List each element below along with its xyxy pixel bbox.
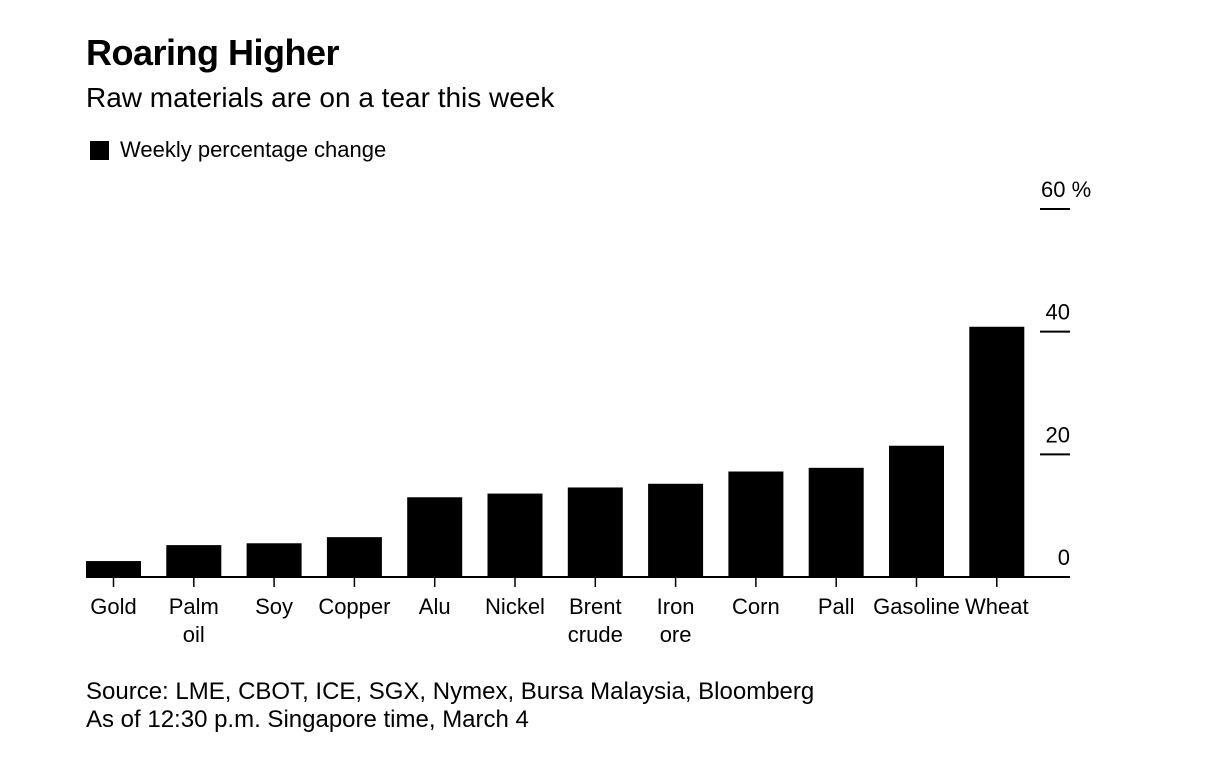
bar [808, 467, 864, 577]
bar [166, 545, 222, 577]
x-tick-label: Palm oil [169, 594, 219, 647]
bar [407, 497, 463, 577]
source-note: Source: LME, CBOT, ICE, SGX, Nymex, Burs… [86, 678, 814, 734]
bar [648, 483, 704, 577]
source-line: Source: LME, CBOT, ICE, SGX, Nymex, Burs… [86, 678, 815, 705]
bar [969, 326, 1025, 577]
x-tick-label: Corn [732, 594, 780, 619]
x-tick-label: Brent crude [568, 594, 623, 647]
timestamp-line: As of 12:30 p.m. Singapore time, March 4 [86, 706, 529, 733]
bar [487, 493, 543, 577]
legend: Weekly percentage change [90, 137, 386, 163]
x-tick-label: Pall [818, 594, 855, 619]
x-tick-label: Gold [90, 594, 136, 619]
bar [86, 561, 141, 577]
x-tick-label: Copper [318, 594, 390, 619]
bar [889, 445, 944, 577]
y-tick-label: 60 % [1041, 177, 1091, 202]
x-tick-label: Iron ore [657, 594, 695, 647]
y-tick-label: 40 [1046, 300, 1070, 325]
chart-subtitle: Raw materials are on a tear this week [86, 82, 555, 113]
bar [246, 543, 302, 577]
y-tick-label: 20 [1046, 422, 1070, 447]
x-tick-label: Alu [419, 594, 451, 619]
x-tick-label: Soy [255, 594, 293, 619]
bar [326, 537, 382, 577]
x-tick-label: Gasoline [873, 594, 960, 619]
legend-label: Weekly percentage change [120, 137, 387, 162]
x-tick-label: Nickel [485, 594, 545, 619]
legend-swatch [90, 140, 109, 160]
x-tick-label: Wheat [965, 594, 1029, 619]
chart-title: Roaring Higher [86, 32, 340, 73]
bar [728, 471, 784, 577]
bar [567, 487, 623, 577]
y-tick-label: 0 [1058, 545, 1070, 570]
